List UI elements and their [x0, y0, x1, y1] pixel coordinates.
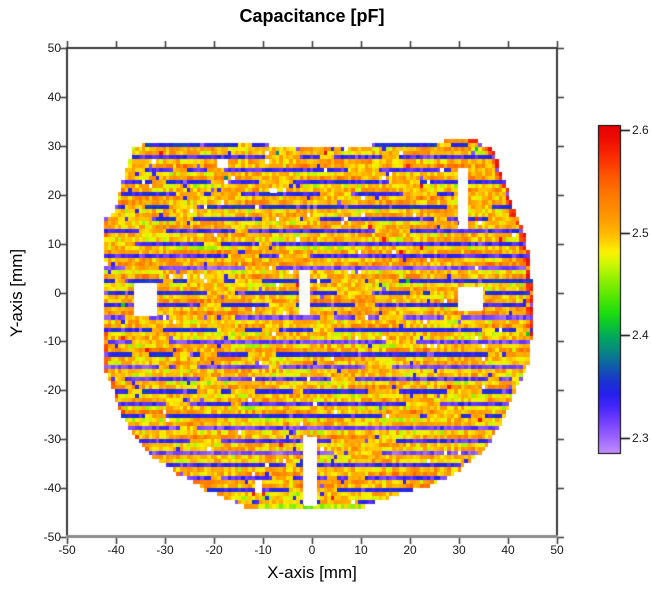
colorbar-tick-label: 2.6 [632, 123, 649, 138]
x-tick-label: 40 [501, 543, 515, 557]
y-tick-label: -30 [43, 432, 61, 447]
x-tick-label: 10 [354, 543, 368, 557]
y-tick-label: 50 [47, 41, 61, 55]
chart-title: Capacitance [pF] [239, 6, 385, 26]
x-tick-label: -50 [58, 543, 76, 557]
y-tick-label: 40 [47, 89, 61, 104]
x-tick-label: 0 [308, 543, 316, 557]
y-tick-label: -10 [43, 334, 61, 349]
y-tick-label: 20 [47, 187, 61, 202]
y-tick-label: 10 [47, 236, 61, 251]
x-axis-label: X-axis [mm] [267, 563, 357, 582]
y-tick-label: -40 [43, 481, 61, 496]
colorbar-tick-label: 2.5 [632, 225, 649, 240]
x-tick-label: 30 [452, 543, 466, 557]
x-tick-label: -10 [254, 543, 272, 557]
x-tick-label: -20 [205, 543, 223, 557]
y-axis-label: Y-axis [mm] [7, 248, 26, 338]
y-tick-label: -50 [43, 530, 61, 544]
x-tick-label: -30 [156, 543, 174, 557]
x-tick-label: 20 [403, 543, 417, 557]
y-tick-label: 30 [47, 138, 61, 153]
colorbar-tick-label: 2.3 [632, 430, 649, 445]
x-tick-label: 50 [550, 543, 564, 557]
y-tick-label: -20 [43, 383, 61, 398]
y-tick-label: 0 [54, 285, 61, 300]
x-tick-label: -40 [107, 543, 125, 557]
colorbar-tick-label: 2.4 [632, 328, 649, 343]
